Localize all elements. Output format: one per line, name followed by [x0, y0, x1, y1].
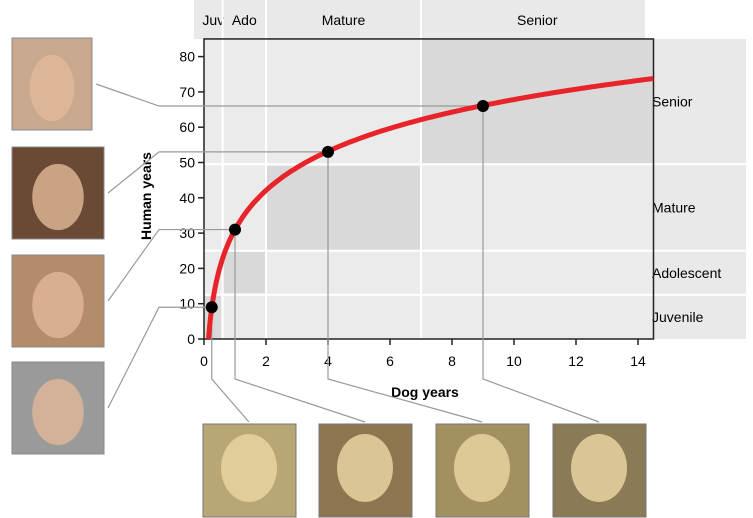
x-tick-label: 10: [506, 353, 522, 369]
human-stage-label: Adolescent: [652, 265, 721, 281]
data-point: [322, 145, 334, 158]
dog-connector-line: [482, 106, 600, 423]
top-stage-band: [194, 0, 645, 39]
face-shape: [32, 163, 84, 231]
y-tick-label: 80: [179, 49, 195, 65]
stage-overlap-box-1: [222, 250, 266, 294]
human-connector-line: [95, 83, 483, 107]
dog-connector-line: [211, 307, 250, 423]
face-shape: [29, 54, 75, 122]
data-point: [205, 301, 218, 314]
y-axis-label: Human years: [138, 152, 154, 240]
human-connector-line: [107, 151, 328, 194]
dog-connector-line: [327, 151, 483, 423]
dog-stage-label: Mature: [322, 12, 366, 28]
y-tick-label: 30: [179, 225, 195, 241]
face-shape: [32, 271, 84, 339]
x-tick-label: 0: [200, 353, 208, 369]
plot-frame: [203, 38, 655, 340]
x-axis-label: Dog years: [391, 384, 459, 400]
y-tick-label: 50: [179, 155, 195, 171]
stage-overlap-box-2: [266, 166, 421, 251]
y-tick-label: 40: [179, 190, 195, 206]
right-stage-band: [654, 39, 746, 339]
y-tick-label: 20: [179, 260, 195, 276]
x-tick-label: 12: [568, 353, 584, 369]
y-tick-label: 0: [187, 331, 195, 347]
x-tick-label: 6: [386, 353, 394, 369]
dog-face-shape: [337, 434, 393, 502]
dog-face-shape: [221, 434, 277, 502]
dog-stage-label: Juv: [202, 12, 224, 28]
dog-face-shape: [454, 434, 510, 502]
human-stage-label: Mature: [652, 200, 696, 216]
dog-stage-label: Senior: [517, 12, 558, 28]
stage-overlap-box-3: [421, 38, 654, 165]
face-shape: [32, 378, 84, 446]
dog-stage-label: Ado: [232, 12, 257, 28]
x-tick-label: 2: [262, 353, 270, 369]
data-point: [477, 100, 489, 113]
human-stage-label: Juvenile: [652, 309, 704, 325]
y-tick-label: 10: [179, 296, 195, 312]
y-tick-label: 70: [179, 84, 195, 100]
dog-face-shape: [571, 434, 627, 502]
y-tick-label: 60: [179, 119, 195, 135]
dog-connector-line: [234, 229, 366, 423]
human-connector-line: [107, 306, 212, 409]
human-connector-line: [107, 228, 235, 302]
human-stage-label: Senior: [652, 94, 693, 110]
x-tick-label: 14: [630, 353, 646, 369]
data-point: [229, 223, 241, 236]
age-curve: [206, 76, 654, 340]
x-tick-label: 8: [448, 353, 456, 369]
